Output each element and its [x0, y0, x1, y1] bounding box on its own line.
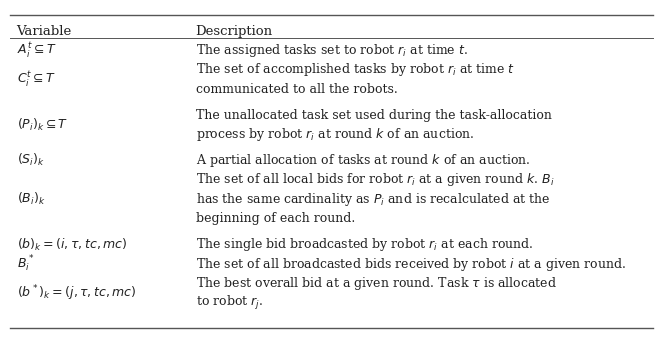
Text: The set of accomplished tasks by robot $r_i$ at time $t$: The set of accomplished tasks by robot $… [196, 61, 514, 79]
Text: The set of all broadcasted bids received by robot $i$ at a given round.: The set of all broadcasted bids received… [196, 255, 626, 273]
Text: $(b)_k = (i, \tau, tc, mc)$: $(b)_k = (i, \tau, tc, mc)$ [17, 237, 127, 253]
Text: communicated to all the robots.: communicated to all the robots. [196, 83, 397, 96]
Text: Variable: Variable [17, 25, 72, 37]
Text: process by robot $r_i$ at round $k$ of an auction.: process by robot $r_i$ at round $k$ of a… [196, 126, 474, 143]
Text: $A_i^t \subseteq T$: $A_i^t \subseteq T$ [17, 41, 56, 60]
Text: The set of all local bids for robot $r_i$ at a given round $k$. $B_i$: The set of all local bids for robot $r_i… [196, 171, 554, 188]
Text: A partial allocation of tasks at round $k$ of an auction.: A partial allocation of tasks at round $… [196, 152, 530, 169]
Text: $(P_i)_k \subseteq T$: $(P_i)_k \subseteq T$ [17, 117, 68, 133]
Text: $(S_i)_k$: $(S_i)_k$ [17, 152, 44, 168]
Text: The best overall bid at a given round. Task $\tau$ is allocated: The best overall bid at a given round. T… [196, 275, 557, 292]
Text: The unallocated task set used during the task-allocation: The unallocated task set used during the… [196, 109, 552, 122]
Text: The single bid broadcasted by robot $r_i$ at each round.: The single bid broadcasted by robot $r_i… [196, 236, 533, 253]
Text: has the same cardinality as $P_i$ and is recalculated at the: has the same cardinality as $P_i$ and is… [196, 191, 550, 208]
Text: to robot $r_j$.: to robot $r_j$. [196, 294, 263, 312]
Text: beginning of each round.: beginning of each round. [196, 212, 355, 225]
Text: Description: Description [196, 25, 272, 37]
Text: $(b^*)_k = (j, \tau, tc, mc)$: $(b^*)_k = (j, \tau, tc, mc)$ [17, 284, 136, 303]
Text: $C_i^t \subseteq T$: $C_i^t \subseteq T$ [17, 70, 56, 89]
Text: $(B_i)_k$: $(B_i)_k$ [17, 191, 45, 208]
Text: $B_i^*$: $B_i^*$ [17, 254, 34, 274]
Text: The assigned tasks set to robot $r_i$ at time $t$.: The assigned tasks set to robot $r_i$ at… [196, 42, 467, 59]
